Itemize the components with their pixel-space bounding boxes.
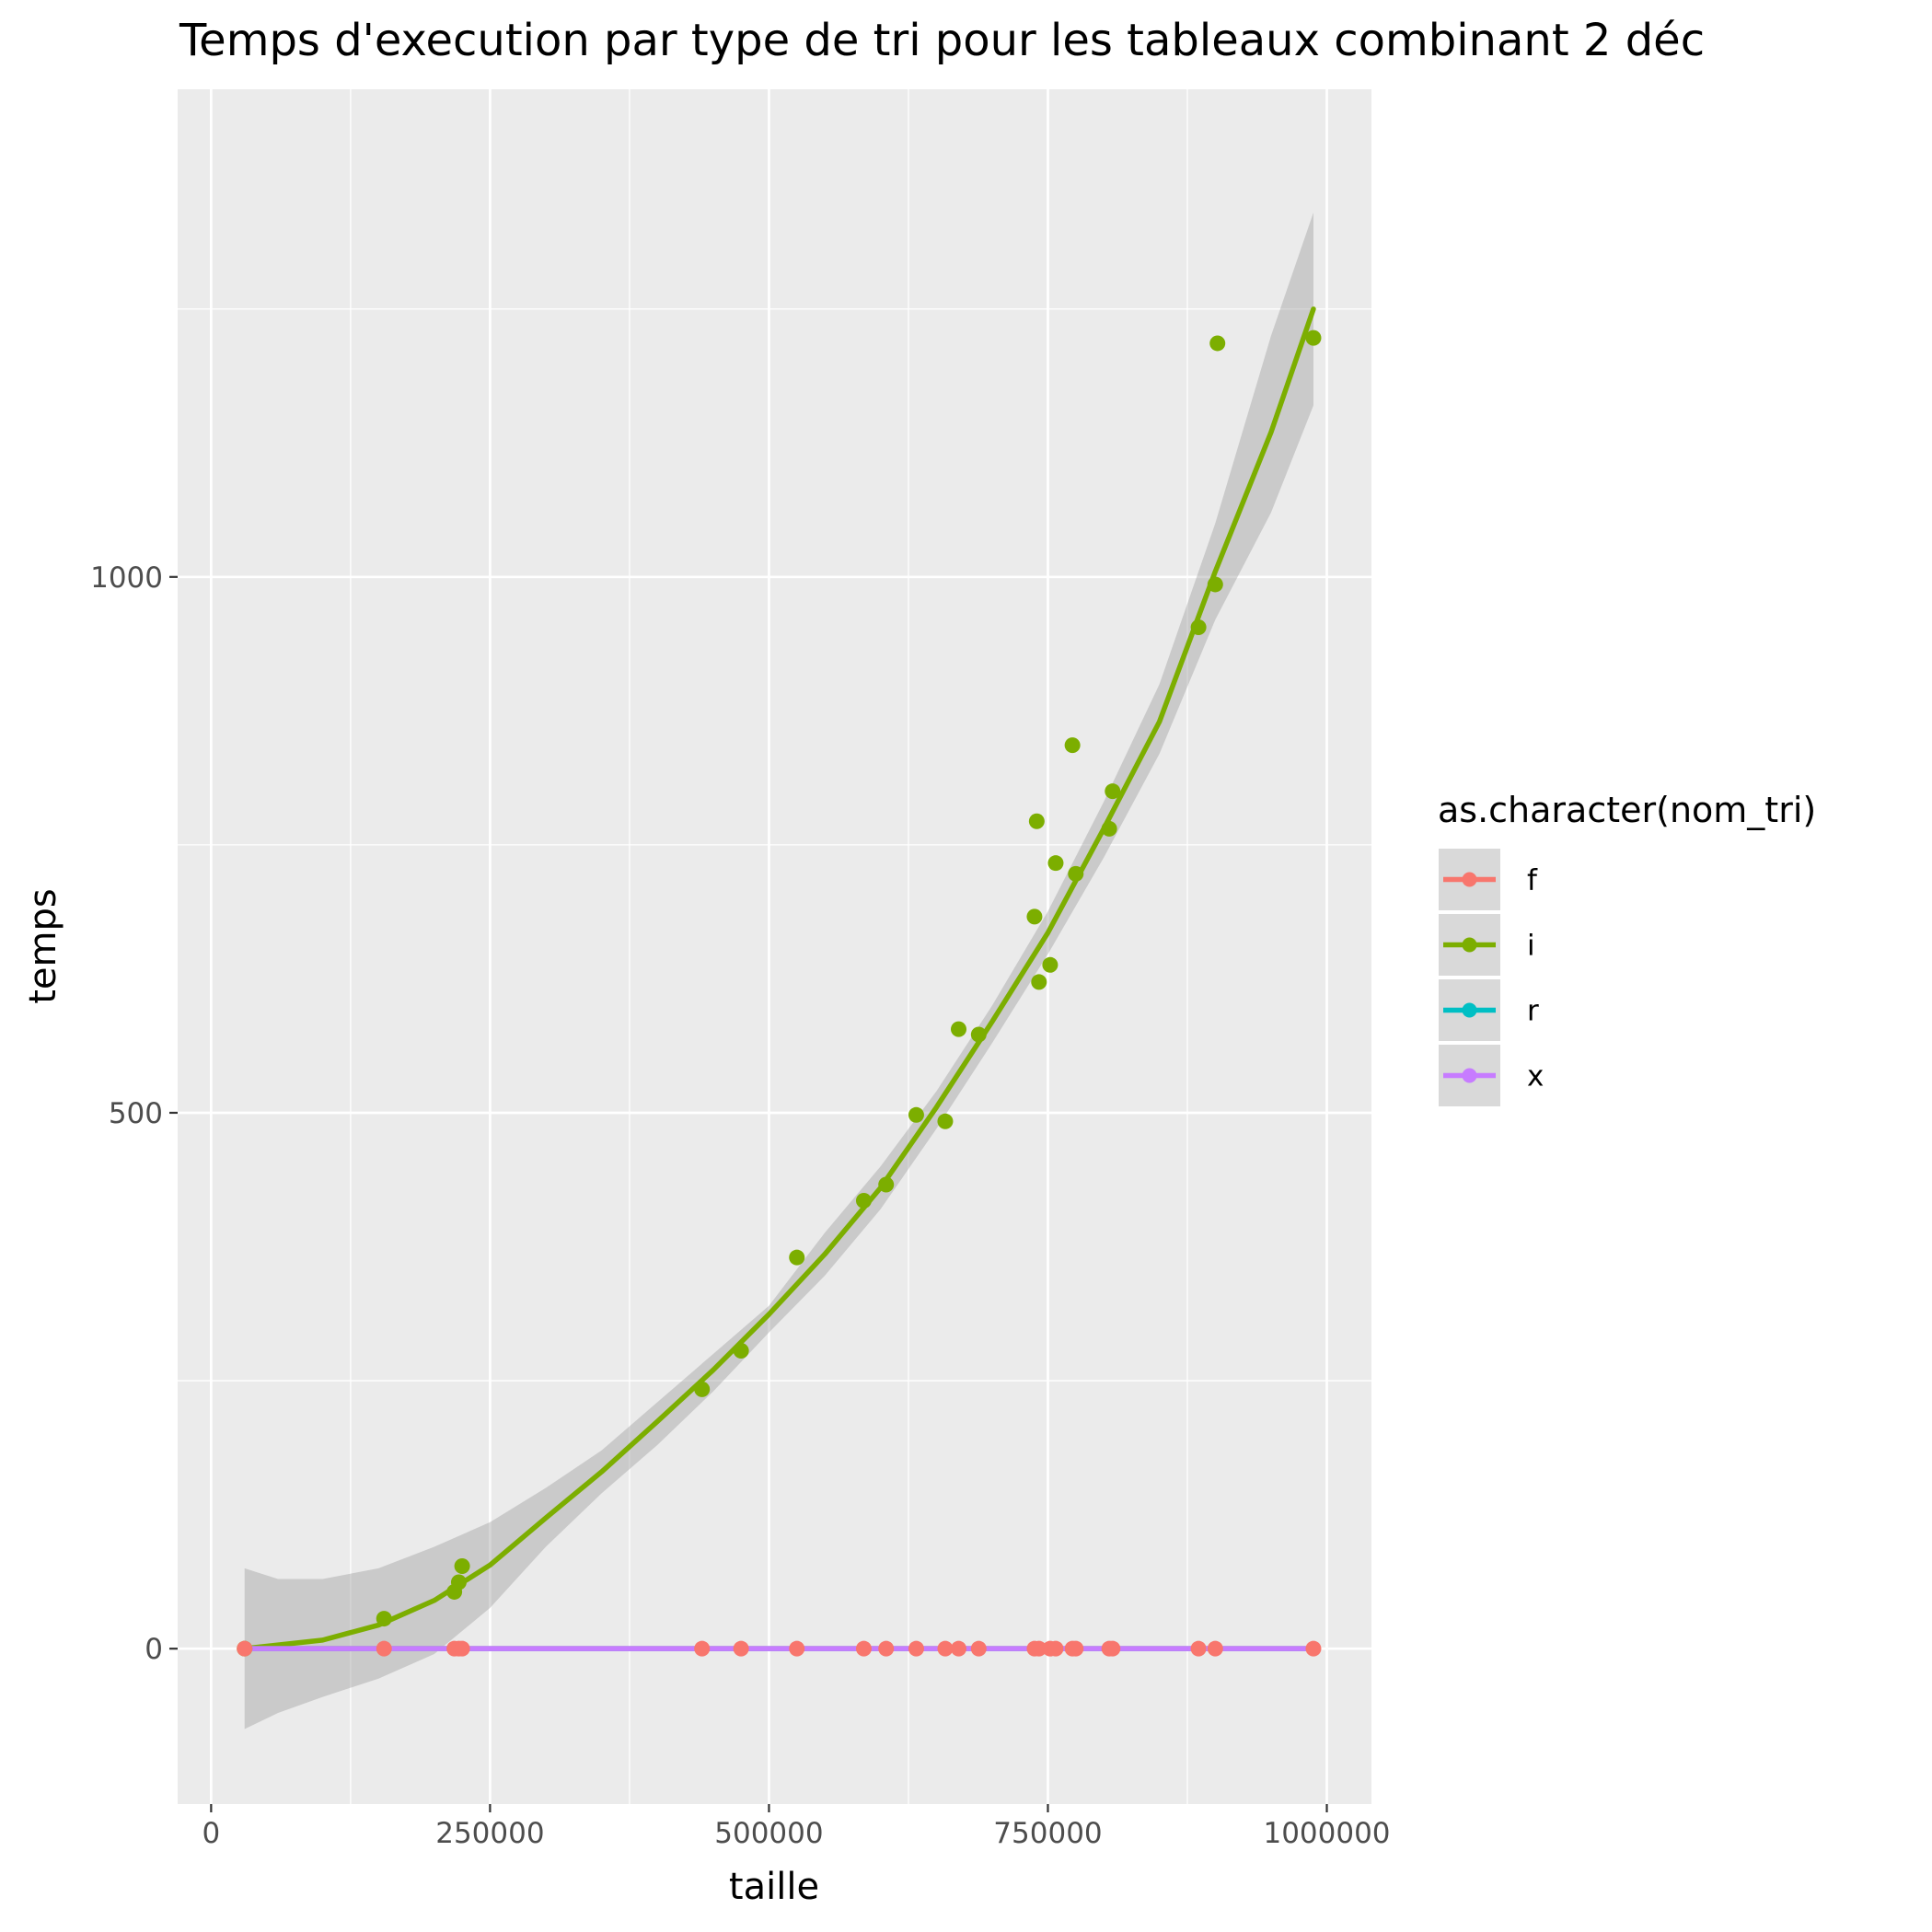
legend-key-point — [1462, 1002, 1477, 1018]
data-point-f — [908, 1640, 924, 1657]
legend-entry-r: r — [1437, 978, 1539, 1043]
legend-label: f — [1527, 864, 1538, 897]
chart-title: Temps d'execution par type de tri pour l… — [179, 15, 1705, 66]
y-tick-label: 1000 — [90, 561, 163, 595]
fit-lines — [241, 306, 1316, 1651]
data-point-f — [878, 1640, 895, 1657]
legend-key-point — [1462, 1068, 1477, 1083]
data-point-f — [237, 1640, 253, 1657]
data-point-f — [789, 1640, 805, 1657]
data-point-f — [1207, 1640, 1223, 1657]
data-point-i — [450, 1574, 467, 1591]
data-point-i — [1209, 335, 1226, 352]
legend-label: i — [1527, 930, 1535, 963]
data-point-i — [908, 1106, 924, 1123]
data-point-i — [855, 1192, 872, 1209]
data-point-f — [1068, 1640, 1084, 1657]
data-point-f — [937, 1640, 954, 1657]
data-point-i — [1031, 974, 1047, 990]
legend-title: as.character(nom_tri) — [1438, 790, 1816, 830]
legend-entry-x: x — [1437, 1043, 1544, 1108]
data-point-i — [1028, 813, 1045, 829]
plot-panel — [178, 89, 1371, 1804]
data-point-i — [970, 1026, 987, 1043]
x-axis-title: taille — [729, 1866, 819, 1908]
data-point-i — [1042, 956, 1059, 973]
data-point-f — [1047, 1640, 1064, 1657]
legend-entry-i: i — [1437, 912, 1535, 978]
data-point-i — [1105, 783, 1121, 800]
data-point-i — [1101, 820, 1117, 837]
legend-key-point — [1462, 872, 1477, 887]
data-point-f — [1105, 1640, 1121, 1657]
x-tick-label: 250000 — [435, 1817, 544, 1850]
y-axis-title: temps — [22, 888, 64, 1004]
data-point-f — [454, 1640, 470, 1657]
y-axis-ticks: 0 500 1000 — [90, 561, 178, 1666]
data-point-i — [1026, 908, 1043, 925]
legend-label: x — [1527, 1060, 1544, 1093]
data-point-i — [1064, 737, 1081, 754]
data-point-f — [855, 1640, 872, 1657]
data-point-i — [1190, 619, 1207, 636]
confidence-band-i — [244, 212, 1313, 1730]
data-point-f — [970, 1640, 987, 1657]
data-point-i — [1305, 330, 1322, 346]
x-tick-label: 500000 — [714, 1817, 823, 1850]
grid-minor — [178, 89, 1371, 1804]
data-point-i — [937, 1113, 954, 1129]
data-point-f — [1031, 1640, 1047, 1657]
y-tick-label: 0 — [145, 1633, 163, 1666]
data-point-f — [694, 1640, 711, 1657]
y-tick-label: 500 — [109, 1097, 163, 1130]
legend-label: r — [1527, 995, 1539, 1028]
data-point-f — [1305, 1640, 1322, 1657]
data-point-i — [1068, 865, 1084, 882]
data-point-i — [694, 1381, 711, 1397]
data-point-i — [376, 1611, 392, 1627]
confidence-band — [244, 212, 1313, 1730]
data-point-f — [376, 1640, 392, 1657]
x-tick-label: 0 — [202, 1817, 220, 1850]
legend-entry-f: f — [1437, 847, 1538, 912]
x-tick-label: 1000000 — [1263, 1817, 1390, 1850]
data-point-i — [454, 1558, 470, 1575]
x-axis-ticks: 0 250000 500000 750000 1000000 — [202, 1804, 1391, 1850]
data-point-i — [878, 1176, 895, 1193]
data-point-f — [1190, 1640, 1207, 1657]
data-point-i — [951, 1021, 967, 1037]
fit-line-i — [241, 306, 1316, 1651]
data-point-i — [1207, 576, 1223, 593]
data-points — [237, 330, 1322, 1657]
data-point-i — [789, 1249, 805, 1266]
x-tick-label: 750000 — [993, 1817, 1102, 1850]
data-point-f — [733, 1640, 749, 1657]
data-point-i — [1047, 855, 1064, 872]
data-point-f — [951, 1640, 967, 1657]
legend-key-point — [1462, 937, 1477, 953]
data-point-i — [733, 1342, 749, 1359]
